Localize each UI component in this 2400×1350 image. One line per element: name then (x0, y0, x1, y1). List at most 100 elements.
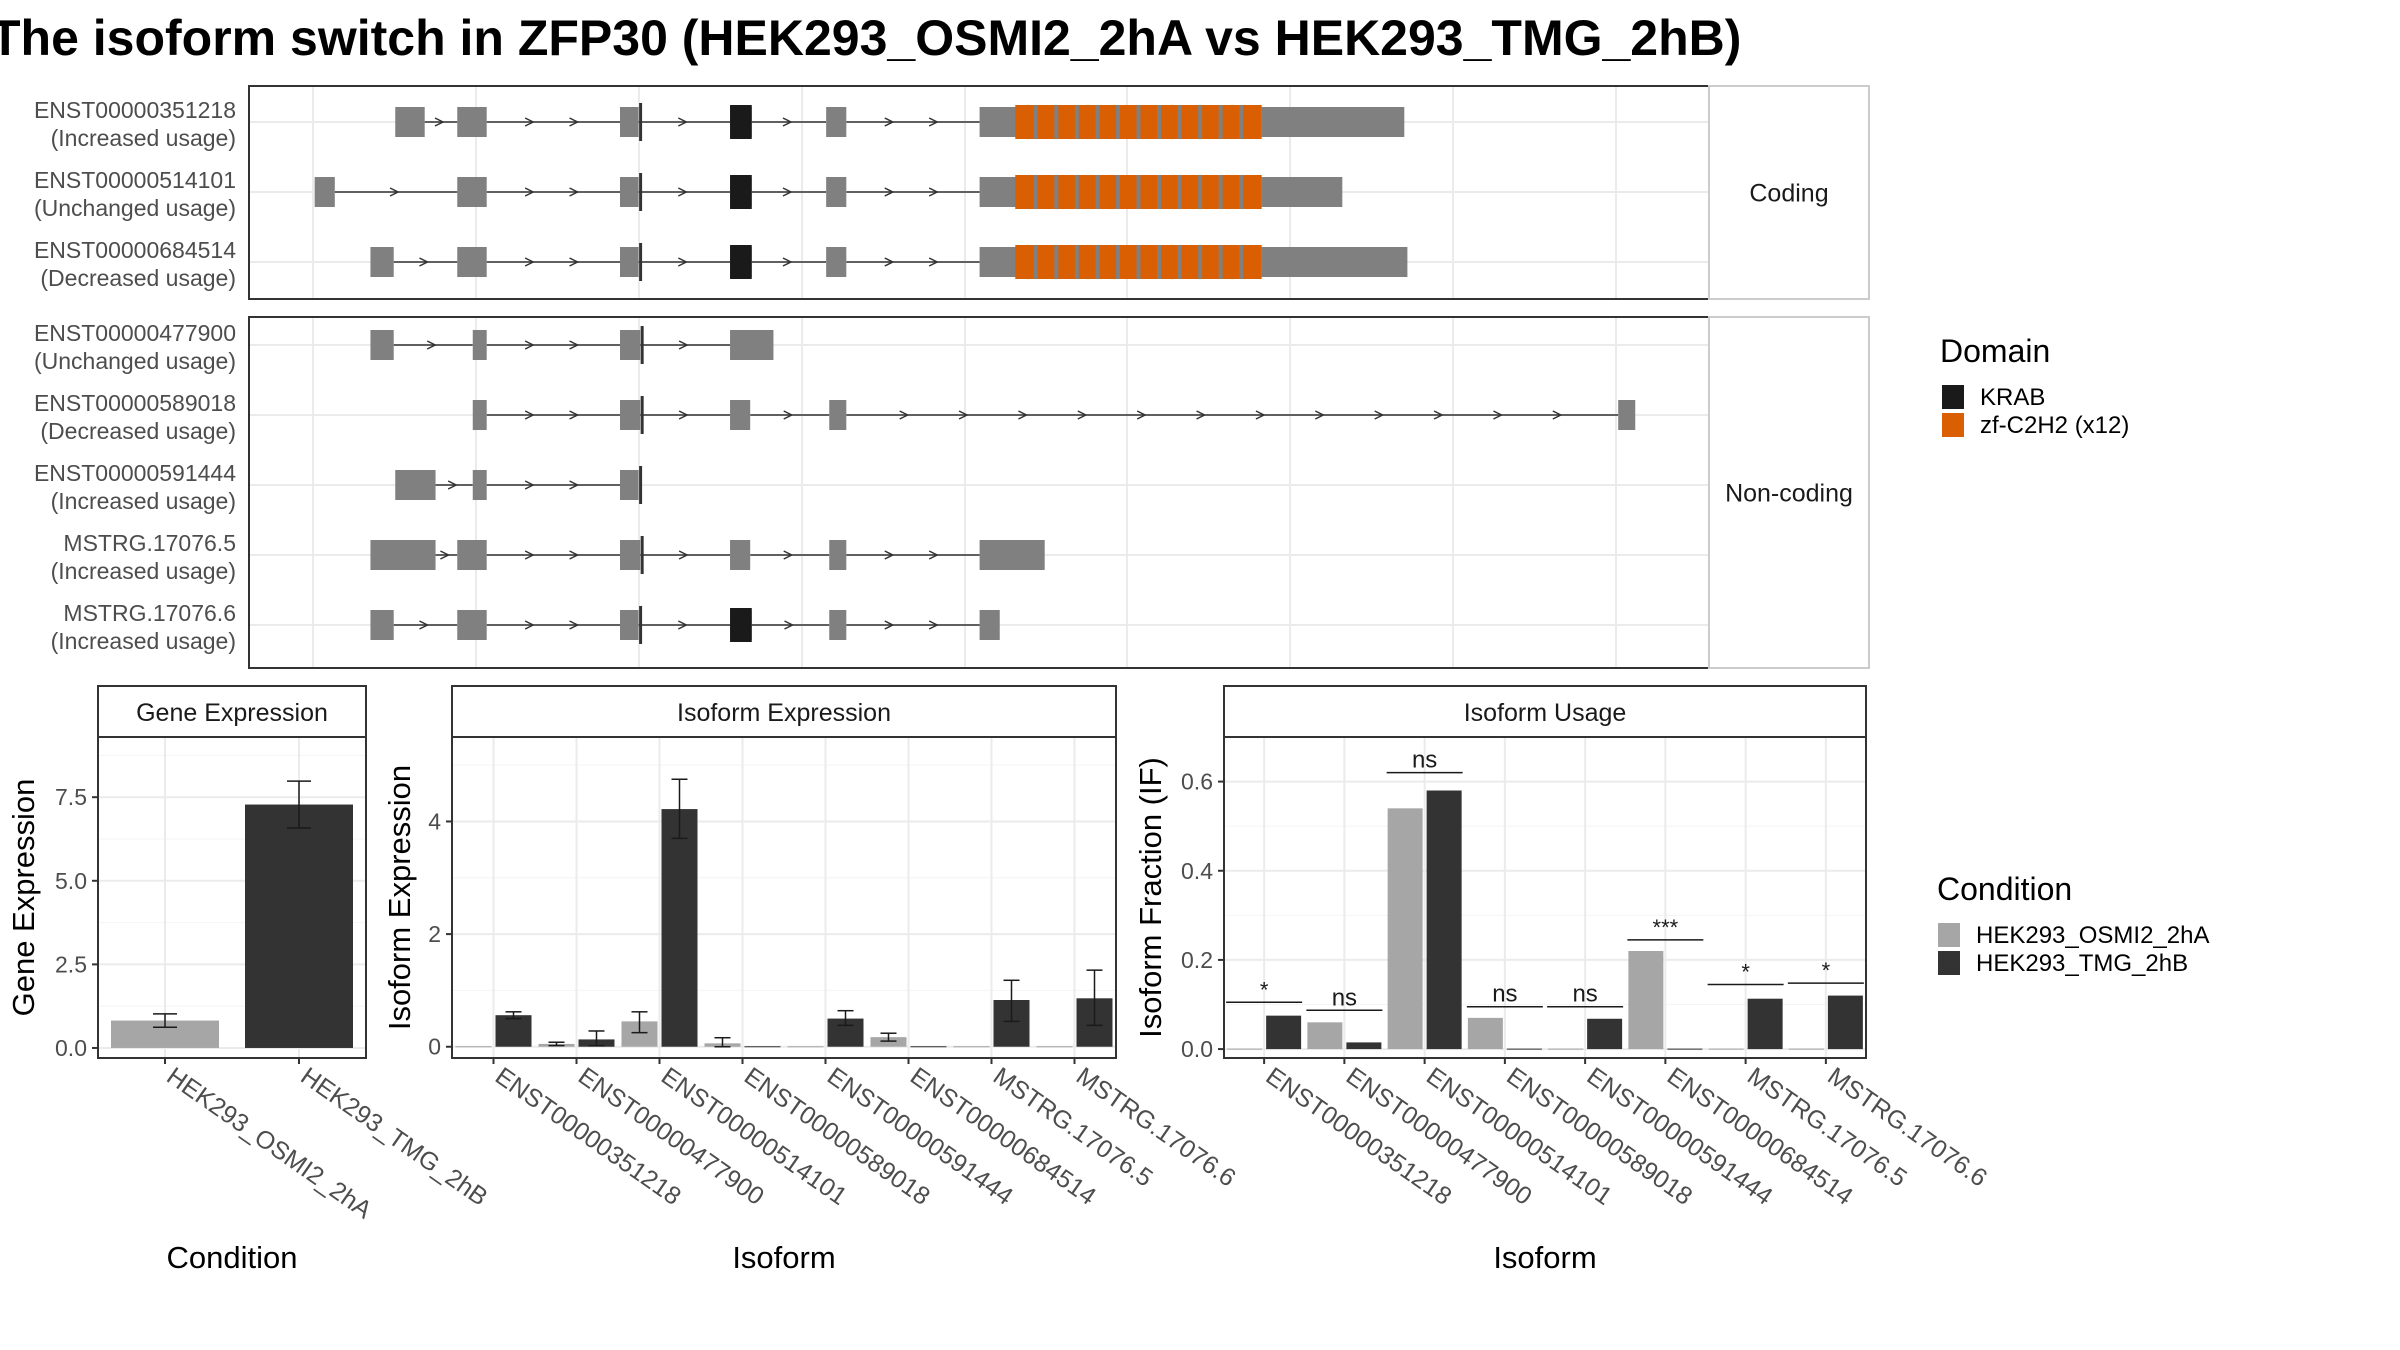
y-tick-label: 0 (428, 1034, 441, 1060)
isoform-usage-label: (Unchanged usage) (34, 195, 236, 221)
exon-block (457, 177, 487, 207)
intron-arrow (434, 117, 445, 127)
exon-block (979, 540, 1045, 570)
bar (1628, 951, 1664, 1050)
y-tick-label: 0.0 (55, 1035, 87, 1061)
isoform-usage-label: (Decreased usage) (40, 418, 236, 444)
intron-arrow (1314, 410, 1325, 420)
exon-block (730, 400, 751, 430)
isoform-usage-label: (Increased usage) (51, 558, 236, 584)
exon-block (730, 330, 774, 360)
domain-legend-label: KRAB (1980, 384, 2045, 411)
bar (1467, 1017, 1503, 1050)
intron-arrow (899, 410, 910, 420)
exon-block (314, 177, 335, 207)
panel-border (451, 736, 1117, 1059)
panel-strip-title: Isoform Usage (1464, 699, 1627, 727)
significance-label: * (1260, 977, 1269, 1002)
y-axis-title: Gene Expression (6, 779, 41, 1017)
exon-block (1261, 247, 1408, 277)
condition-legend-swatch (1938, 923, 1960, 947)
intron-arrow (1493, 410, 1504, 420)
exon-block (620, 177, 639, 207)
intron-arrow (569, 117, 580, 127)
isoform-id-label: ENST00000351218 (34, 97, 236, 123)
y-tick-label: 4 (428, 808, 441, 834)
intron-arrow (928, 620, 939, 630)
panel-strip-title: Gene Expression (136, 699, 328, 727)
exon-block (370, 610, 394, 640)
intron-arrow (678, 550, 689, 560)
exon-block (395, 470, 436, 500)
intron-arrow (1018, 410, 1029, 420)
exon-block (457, 610, 487, 640)
y-tick-label: 0.4 (1181, 858, 1213, 884)
intron-arrow (447, 480, 458, 490)
facet-strip (1708, 85, 1870, 300)
intron-arrow (524, 187, 535, 197)
intron-arrow (1136, 410, 1147, 420)
intron-arrow (782, 117, 793, 127)
y-tick-label: 2 (428, 921, 441, 947)
chart-panel-2: Isoform Expression024ENST00000351218ENST… (382, 685, 1241, 1275)
bar (1747, 998, 1783, 1050)
isoform-structure-panel: CodingNon-codingENST00000351218(Increase… (34, 85, 1870, 669)
intron-arrow (1552, 410, 1563, 420)
panel-border (97, 736, 367, 1059)
intron-arrow (1077, 410, 1088, 420)
intron-arrow (569, 257, 580, 267)
bar-chart-panels: Gene Expression0.02.55.07.5HEK293_OSMI2_… (6, 685, 1992, 1275)
intron-arrow (569, 550, 580, 560)
bar (870, 1037, 907, 1047)
intron-arrow (1196, 410, 1207, 420)
intron-arrow (677, 257, 689, 267)
exon-block (829, 540, 847, 570)
intron-arrow (677, 620, 689, 630)
y-tick-label: 5.0 (55, 868, 87, 894)
significance-label: ns (1572, 981, 1597, 1008)
y-tick-label: 0.6 (1181, 769, 1213, 795)
x-axis-title: Isoform (1493, 1240, 1596, 1275)
exon-block (620, 330, 641, 360)
bar (1387, 808, 1423, 1050)
isoform-usage-label: (Increased usage) (51, 488, 236, 514)
exon-block (457, 107, 487, 137)
intron-arrow (678, 340, 689, 350)
intron-arrow (569, 187, 580, 197)
panel-border (1223, 736, 1867, 1059)
intron-arrow (524, 480, 535, 490)
exon-block (620, 247, 639, 277)
krab-domain (730, 175, 752, 209)
intron-arrow (928, 187, 939, 197)
exon-block (620, 400, 641, 430)
intron-arrow (958, 410, 969, 420)
bar (245, 804, 353, 1048)
facet-strip-label: Non-coding (1725, 480, 1853, 508)
bar (1827, 995, 1863, 1050)
exon-block (829, 400, 847, 430)
exon-block (1261, 177, 1343, 207)
isoform-id-label: ENST00000514101 (34, 167, 236, 193)
significance-label: *** (1653, 915, 1679, 940)
bar (1346, 1042, 1382, 1050)
isoform-usage-label: (Decreased usage) (40, 265, 236, 291)
bar (1587, 1018, 1623, 1050)
exon-block (826, 247, 847, 277)
intron-arrow (884, 117, 895, 127)
krab-domain (730, 105, 752, 139)
domain-legend-title: Domain (1940, 333, 2050, 369)
significance-label: * (1741, 959, 1750, 984)
y-axis-title: Isoform Fraction (IF) (1133, 757, 1168, 1038)
exon-block (620, 107, 639, 137)
y-tick-label: 0.2 (1181, 947, 1213, 973)
exon-block (1618, 400, 1636, 430)
exon-block (457, 247, 487, 277)
intron-arrow (784, 620, 795, 630)
domain-legend-swatch (1942, 385, 1964, 409)
isoform-id-label: ENST00000477900 (34, 320, 236, 346)
intron-arrow (569, 620, 580, 630)
bar (1426, 790, 1462, 1050)
